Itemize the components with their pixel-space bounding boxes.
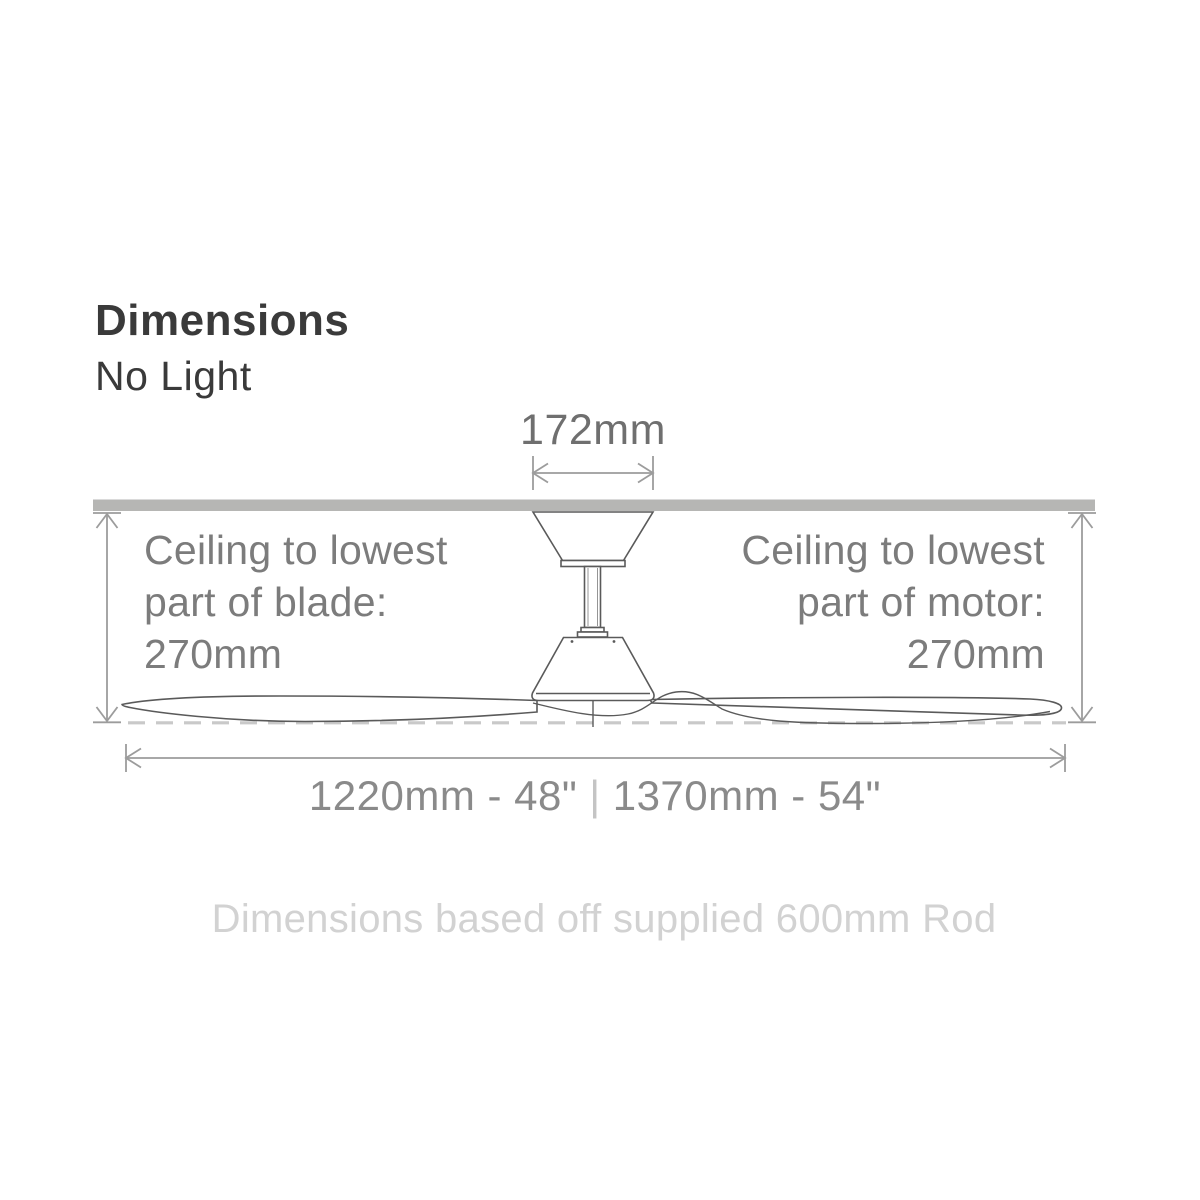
ceiling-to-blade-note: Ceiling to lowest part of blade: 270mm [144, 524, 448, 680]
fan-canopy [531, 511, 655, 562]
fan-rod [583, 565, 602, 629]
note-line: part of motor: [796, 579, 1045, 625]
blade-span-label: 1220mm - 48" | 1370mm - 54" [309, 772, 881, 820]
fan-blade-left [121, 695, 538, 723]
page-subtitle: No Light [95, 353, 252, 399]
ceiling-to-motor-note: Ceiling to lowest part of motor: 270mm [741, 524, 1045, 680]
note-line: 270mm [906, 631, 1045, 677]
fan-motor-screw-right [612, 640, 616, 643]
fan-blade-right [648, 696, 1063, 717]
fan-blade-rear-curve [532, 690, 1051, 725]
height-arrow-right [1068, 512, 1096, 724]
fan-coupling-lower [576, 631, 609, 638]
rod-footnote: Dimensions based off supplied 600mm Rod [211, 897, 997, 941]
height-arrow-left [93, 512, 121, 724]
note-line: 270mm [144, 631, 283, 677]
fan-motor-screw-left [570, 640, 574, 643]
canopy-width-label: 172mm [520, 406, 666, 454]
fan-canopy-base [560, 559, 626, 568]
fan-motor-housing [531, 636, 655, 702]
note-line: part of blade: [144, 579, 388, 625]
page-title: Dimensions [95, 296, 350, 345]
blade-span-54: 1370mm - 54" [612, 772, 882, 819]
blade-span-48: 1220mm - 48" [308, 772, 578, 819]
blade-span-arrow [124, 744, 1067, 772]
note-line: Ceiling to lowest [741, 527, 1045, 573]
canopy-width-arrow [531, 456, 655, 490]
blade-span-separator: | [589, 772, 601, 819]
fan-rod-highlight [587, 568, 598, 626]
note-line: Ceiling to lowest [144, 527, 448, 573]
ceiling-bar [93, 499, 1095, 511]
